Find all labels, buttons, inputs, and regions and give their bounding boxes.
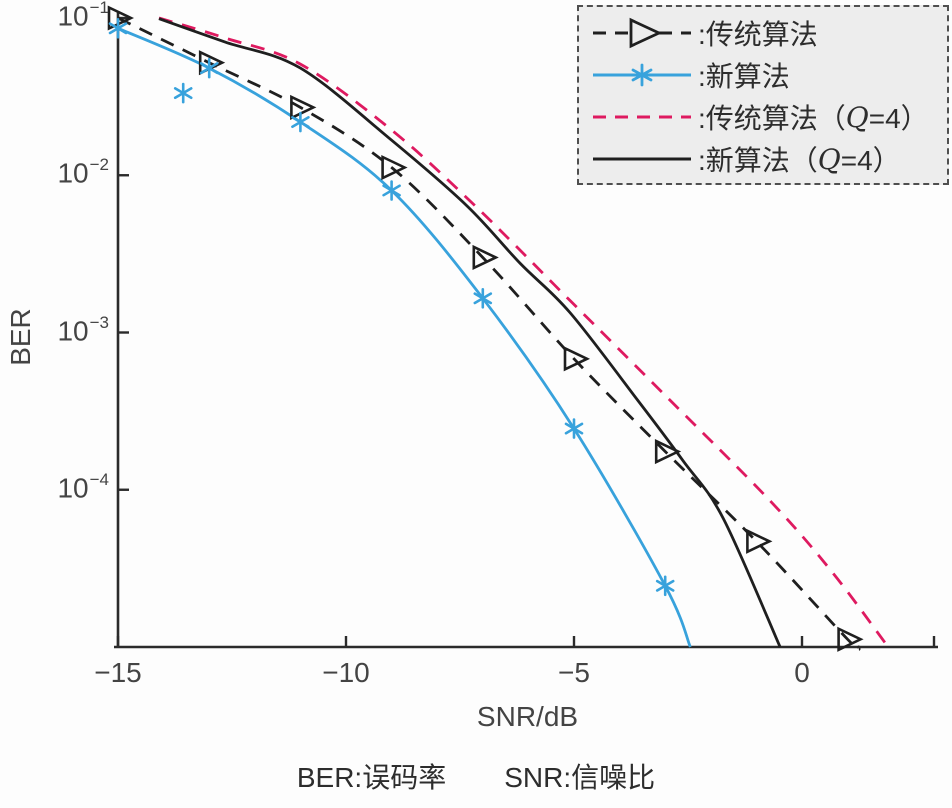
legend-label-q-symbol: Q [817,142,841,176]
curve-new-q4 [158,17,782,648]
legend-label: :新算法（ [698,145,818,176]
legend-label: :新算法 [698,61,790,92]
marker-triangle-right [563,346,591,372]
marker-triangle-right [381,154,408,181]
marker-triangle-right [746,528,773,554]
caption-snr: SNR:信噪比 [504,762,656,793]
y-tick-exponent: −1 [89,0,109,17]
legend-triangle-marker [629,17,663,49]
legend-glyph-new-q4 [593,157,691,161]
legend-item-new-q4: :新算法（ Q =4） [589,138,947,180]
y-tick-exponent: −4 [89,469,109,489]
y-tick-exponent: −3 [89,312,109,332]
curve-traditional-q4 [158,16,890,648]
legend: :传统算法:新算法:传统算法（ Q =4）:新算法（ Q =4） [577,5,949,185]
marker-asterisk [655,575,675,597]
legend-asterisk-marker [631,63,653,87]
legend-glyph-new [593,63,691,87]
legend-glyph-traditional-q4 [593,115,691,119]
x-tick-label: −5 [558,657,590,688]
marker-triangle-right [107,5,135,31]
legend-label: =4） [840,145,901,176]
y-tick-exponent: −2 [89,155,109,175]
marker-triangle-right [837,626,864,652]
marker-asterisk [108,18,128,39]
marker-asterisk [564,418,584,439]
caption-ber: BER:误码率 [296,762,447,793]
marker-asterisk [173,82,193,104]
y-tick-label: 10−4 [28,469,109,504]
marker-triangle-right [472,244,499,271]
legend-item-traditional: :传统算法 [589,12,947,54]
x-tick-label: −15 [94,657,142,688]
legend-glyph-traditional [593,17,691,49]
x-axis-title: SNR/dB [476,701,579,732]
y-tick-base: 10 [57,157,89,189]
y-tick-label: 10−1 [28,0,109,32]
marker-triangle-right [654,438,682,465]
legend-label-q-symbol: Q [845,100,869,134]
y-tick-label: 10−3 [28,312,109,347]
curve-traditional [117,16,861,651]
legend-label: :传统算法 [698,19,818,50]
y-tick-base: 10 [57,0,89,32]
marker-triangle-right [290,94,317,120]
x-tick-label: 0 [794,657,810,688]
legend-item-traditional-q4: :传统算法（ Q =4） [589,96,947,138]
y-tick-label: 10−2 [28,155,109,189]
chart-canvas [107,5,938,652]
curve-new [117,27,692,648]
marker-asterisk [199,57,219,79]
marker-asterisk [473,288,493,309]
legend-label: :传统算法（ [698,103,846,134]
marker-asterisk [291,111,310,133]
figure-caption: BER:误码率 SNR:信噪比 [0,756,952,796]
legend-label: =4） [868,103,929,134]
legend-item-new: :新算法 [589,54,947,96]
y-tick-base: 10 [57,472,89,504]
y-tick-base: 10 [57,314,89,346]
x-tick-label: −10 [322,657,370,688]
marker-asterisk [382,180,401,201]
